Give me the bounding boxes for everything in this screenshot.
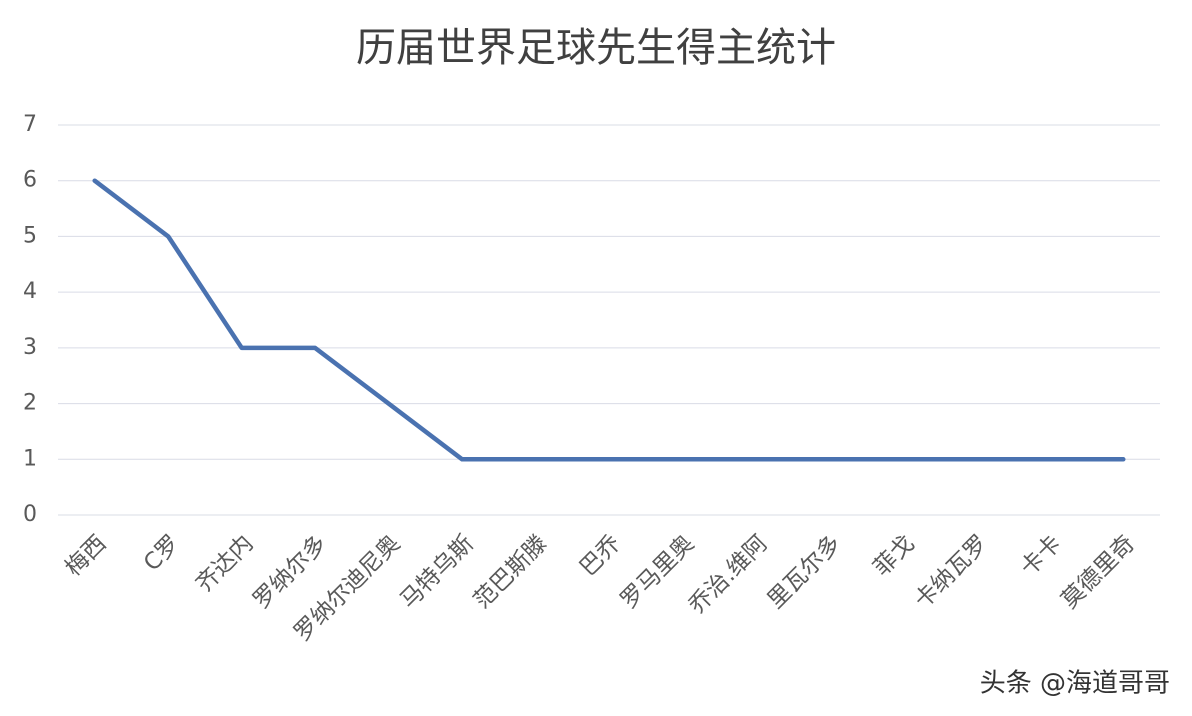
y-tick-label: 5 (23, 223, 37, 248)
y-tick-label: 7 (23, 112, 37, 137)
y-tick-label: 4 (23, 279, 37, 304)
y-tick-label: 3 (23, 335, 37, 360)
chart-title: 历届世界足球先生得主统计 (356, 25, 836, 71)
watermark: 头条 @海道哥哥 (980, 669, 1170, 699)
data-line (92, 178, 1126, 462)
y-tick-label: 1 (23, 446, 37, 471)
y-tick-label: 6 (23, 168, 37, 193)
y-tick-label: 0 (23, 502, 37, 527)
y-tick-label: 2 (23, 391, 37, 416)
